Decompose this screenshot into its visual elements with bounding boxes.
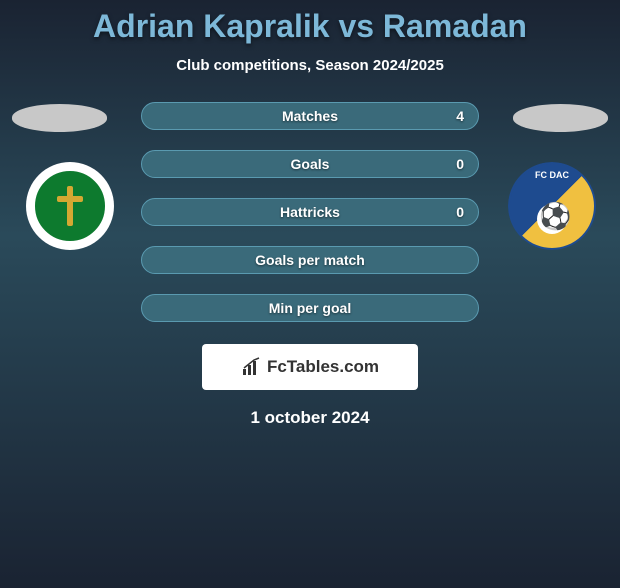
stat-value: 0 [456, 156, 464, 172]
stat-bar-goals-per-match: Goals per match [141, 246, 479, 274]
brand-badge: FcTables.com [202, 344, 418, 390]
stat-value: 4 [456, 108, 464, 124]
soccer-ball-icon [537, 204, 567, 234]
comparison-panel: FC DAC Matches 4 Goals 0 Hattricks 0 Goa… [0, 102, 620, 428]
dac-badge-icon: FC DAC [508, 162, 596, 250]
brand-label: FcTables.com [267, 357, 379, 377]
chart-icon [241, 357, 261, 377]
stat-bar-min-per-goal: Min per goal [141, 294, 479, 322]
subtitle: Club competitions, Season 2024/2025 [0, 57, 620, 74]
left-team-crest [26, 162, 114, 250]
stat-bar-hattricks: Hattricks 0 [141, 198, 479, 226]
zilina-cross-icon [57, 186, 83, 226]
stat-label: Hattricks [280, 204, 340, 220]
dac-badge-label: FC DAC [510, 170, 594, 180]
date-label: 1 october 2024 [0, 408, 620, 428]
right-top-oval [513, 104, 608, 132]
stat-label: Goals per match [255, 252, 365, 268]
stat-value: 0 [456, 204, 464, 220]
zilina-badge-icon [31, 167, 109, 245]
page-title: Adrian Kapralik vs Ramadan [0, 8, 620, 45]
stat-bars: Matches 4 Goals 0 Hattricks 0 Goals per … [141, 102, 479, 322]
stat-label: Min per goal [269, 300, 351, 316]
left-top-oval [12, 104, 107, 132]
stat-label: Goals [291, 156, 330, 172]
stat-bar-matches: Matches 4 [141, 102, 479, 130]
stat-label: Matches [282, 108, 338, 124]
right-team-crest: FC DAC [508, 162, 596, 250]
stat-bar-goals: Goals 0 [141, 150, 479, 178]
